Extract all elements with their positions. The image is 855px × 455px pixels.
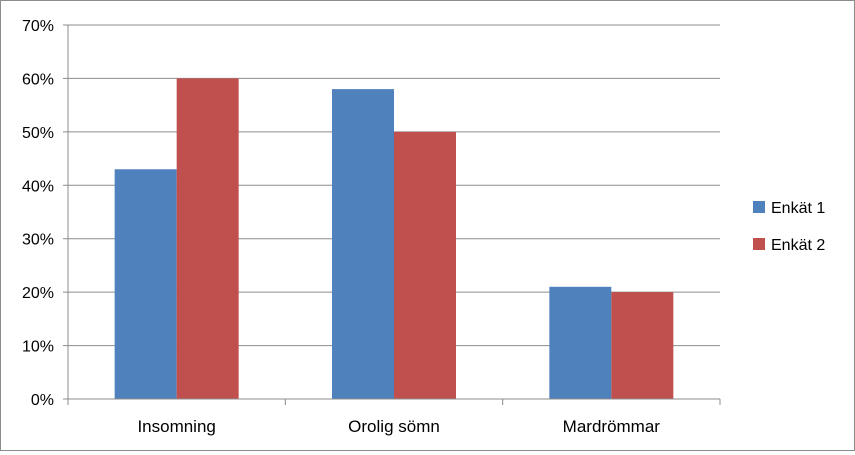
x-tick-label: Orolig sömn [348,417,440,436]
x-tick-label: Mardrömmar [563,417,661,436]
bar [332,89,394,399]
legend-label: Enkät 1 [771,200,825,217]
y-tick-label: 70% [22,18,54,35]
bar [394,131,456,399]
y-tick-labels: 0% 10% 20% 30% 40% 50% 60% 70% [22,18,54,409]
y-tick-label: 20% [22,285,54,302]
bar [549,286,612,399]
y-tick-label: 50% [22,125,54,142]
y-tick-label: 30% [22,232,54,249]
y-tick-label: 0% [31,392,54,409]
legend-swatch [753,201,765,213]
legend-swatch [753,238,765,250]
bar [611,292,674,399]
bar [114,169,177,399]
axes [63,24,721,405]
y-tick-label: 60% [22,71,54,88]
legend: Enkät 1 Enkät 2 [753,200,825,254]
x-tick-label: Insomning [137,417,215,436]
y-tick-label: 40% [22,178,54,195]
legend-label: Enkät 2 [771,237,825,254]
y-tick-label: 10% [22,339,54,356]
bars [114,78,674,399]
bar [176,78,239,399]
x-tick-labels: Insomning Orolig sömn Mardrömmar [137,417,660,436]
